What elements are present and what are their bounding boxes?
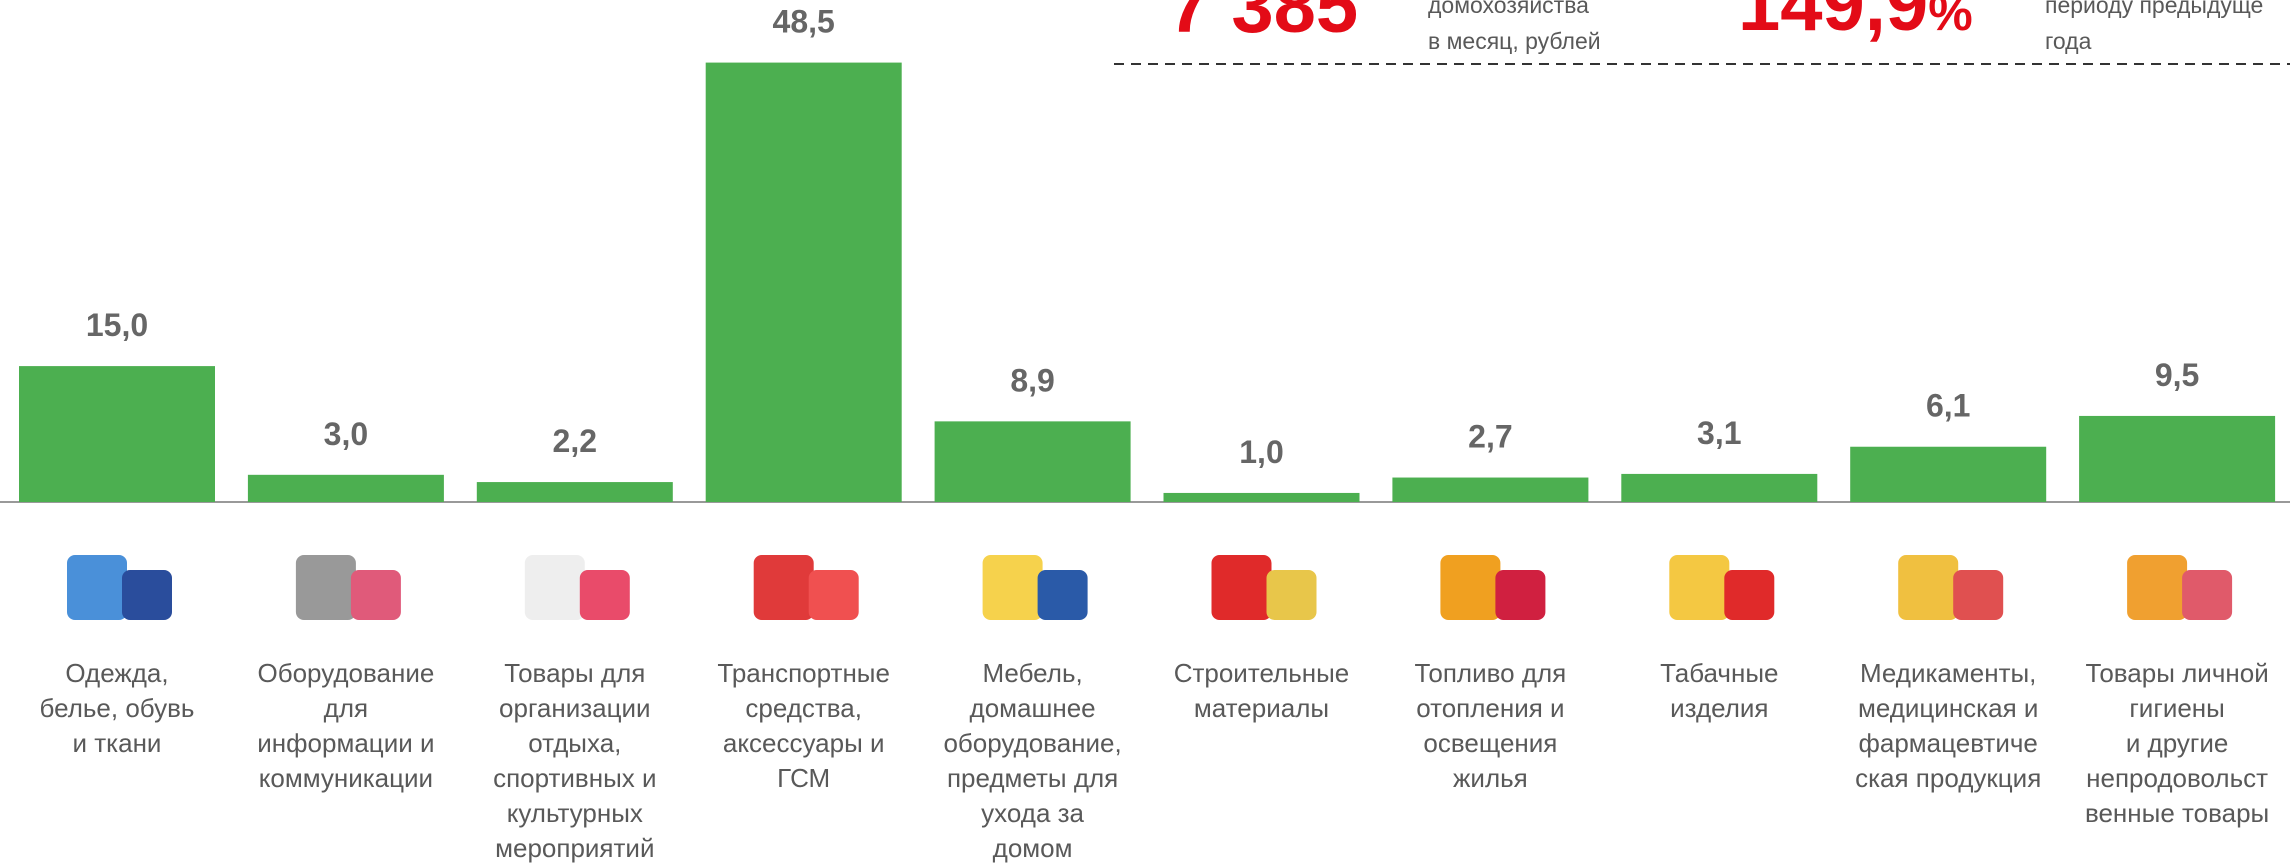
icon: [296, 555, 356, 620]
figure: 7 385: [1168, 0, 1358, 49]
value-label: 6,1: [1926, 388, 1970, 424]
icon: [525, 555, 585, 620]
icon: [1724, 570, 1774, 620]
category-label: Транспортные средства, аксессуары и ГСМ: [690, 656, 918, 796]
category-label: Строительные материалы: [1148, 656, 1376, 726]
icon: [1440, 555, 1500, 620]
bar: [1621, 474, 1817, 502]
figure-caption: домохозяйства: [1428, 0, 1589, 18]
bar: [1164, 493, 1360, 502]
category-label: Медикаменты, медицинская и фармацевтиче …: [1834, 656, 2062, 796]
icon: [580, 570, 630, 620]
bar: [706, 63, 902, 502]
percent-value: 149,9: [1738, 0, 1928, 47]
percent-sign: %: [1928, 0, 1972, 41]
bar: [19, 366, 215, 502]
category-label: Топливо для отопления и освещения жилья: [1376, 656, 1604, 796]
icon: [2127, 555, 2187, 620]
value-label: 2,2: [553, 423, 597, 459]
icon: [983, 555, 1043, 620]
value-label: 1,0: [1239, 434, 1283, 470]
icon: [1495, 570, 1545, 620]
icon: [1953, 570, 2003, 620]
value-label: 8,9: [1010, 362, 1054, 398]
category-label: Товары личной гигиены и другие непродово…: [2063, 656, 2290, 831]
value-label: 9,5: [2155, 357, 2199, 393]
category-label: Оборудование для информации и коммуникац…: [232, 656, 460, 796]
icon: [1898, 555, 1958, 620]
category-label: Табачные изделия: [1605, 656, 1833, 726]
bar: [935, 421, 1131, 502]
value-label: 48,5: [773, 4, 835, 40]
value-label: 3,0: [324, 416, 368, 452]
value-label: 2,7: [1468, 419, 1512, 455]
figure-caption: в месяц, рублей: [1428, 28, 1601, 54]
icon: [67, 555, 127, 620]
bar: [477, 482, 673, 502]
icon: [1212, 555, 1272, 620]
icon: [2182, 570, 2232, 620]
percent-caption: периоду предыдуще: [2045, 0, 2263, 18]
icon: [754, 555, 814, 620]
bar: [2079, 416, 2275, 502]
percent-caption: года: [2045, 28, 2092, 54]
percent: 149,9%: [1738, 0, 1973, 47]
icon: [1669, 555, 1729, 620]
icon: [1267, 570, 1317, 620]
icon: [1038, 570, 1088, 620]
value-label: 3,1: [1697, 415, 1741, 451]
category-label: Одежда, белье, обувь и ткани: [3, 656, 231, 761]
icon: [122, 570, 172, 620]
bar: [248, 475, 444, 502]
category-label: Товары для организации отдыха, спортивны…: [461, 656, 689, 866]
category-label: Мебель, домашнее оборудование, предметы …: [919, 656, 1147, 866]
bar: [1850, 447, 2046, 502]
page: 7 385 домохозяйства в месяц, рублей 149,…: [0, 0, 2290, 863]
value-label: 15,0: [86, 307, 148, 343]
bar: [1392, 478, 1588, 502]
icon: [351, 570, 401, 620]
icon: [809, 570, 859, 620]
